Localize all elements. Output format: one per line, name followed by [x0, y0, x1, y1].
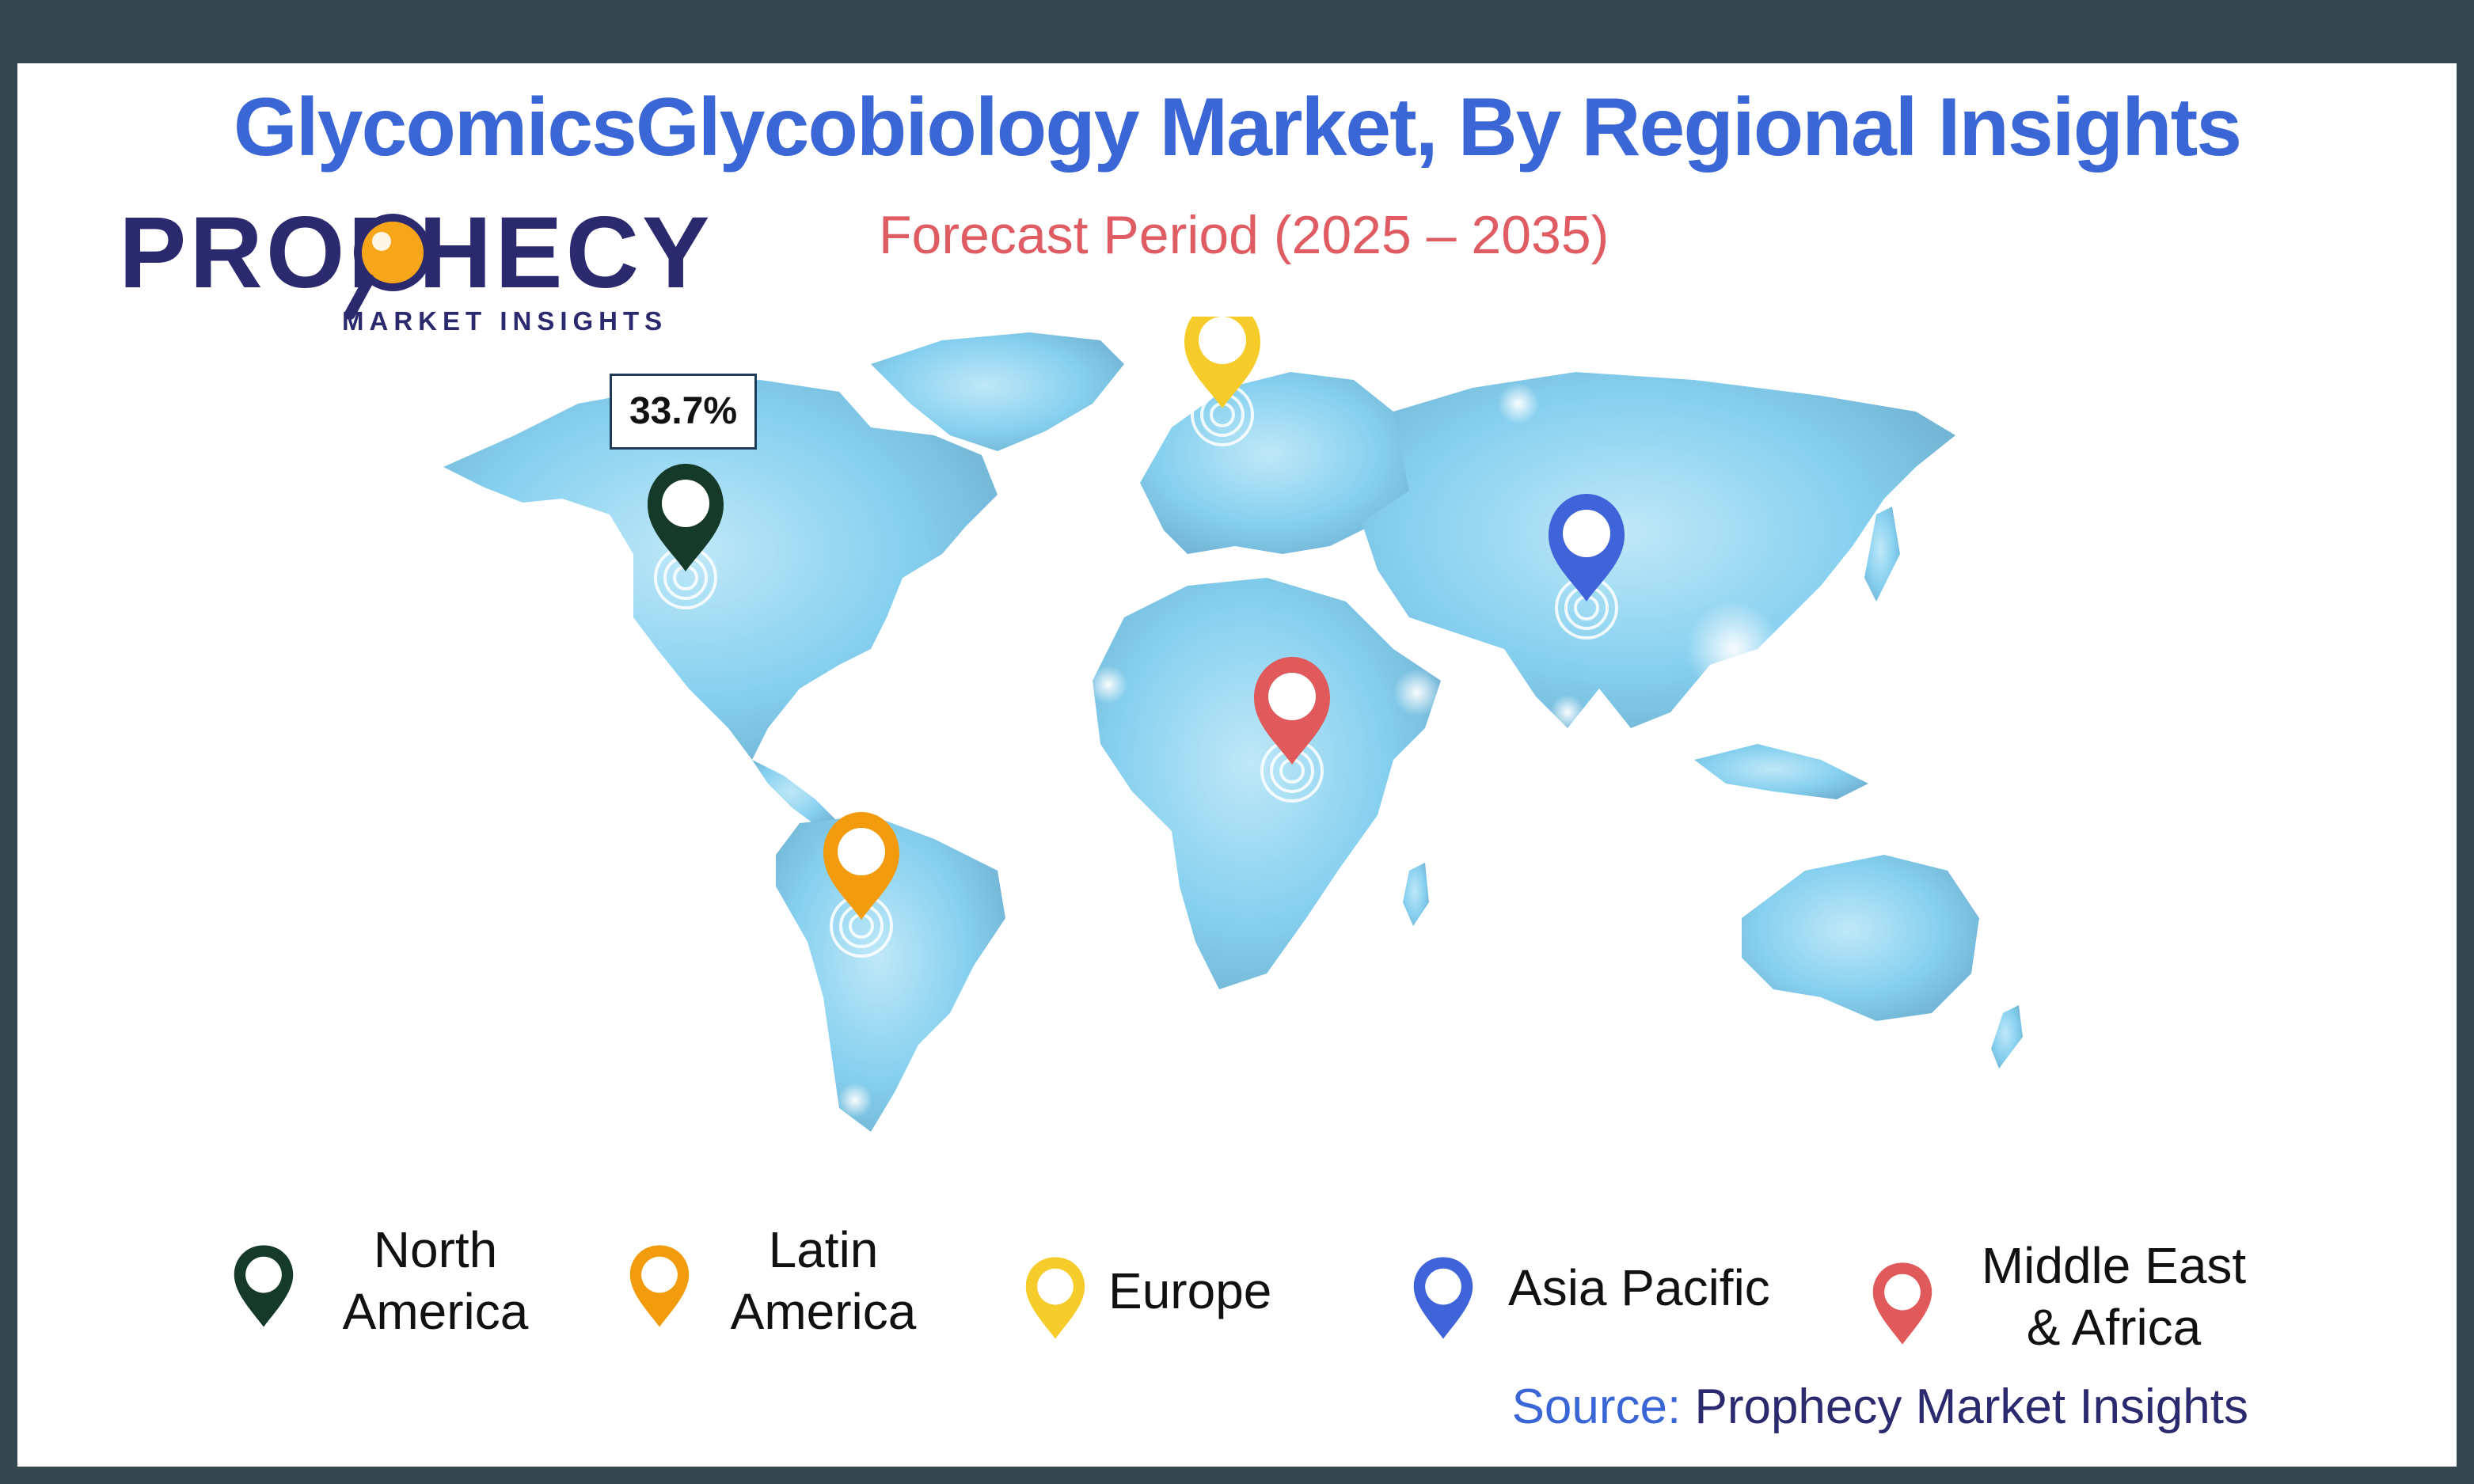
source-name: Prophecy Market Insights	[1694, 1380, 2248, 1434]
legend-label: Latin America	[730, 1221, 917, 1340]
continent-central-america	[752, 760, 839, 831]
continent-australia	[1742, 855, 1979, 1021]
magnifier-icon	[344, 214, 431, 320]
continent-africa	[1093, 578, 1441, 989]
continent-south-america	[776, 815, 1005, 1132]
legend-item-asia-pacific: Asia Pacific	[1409, 1219, 1821, 1369]
glow-sparkle	[1393, 669, 1441, 716]
legend-label: Europe	[1108, 1262, 1272, 1319]
glow-sparkle	[1498, 383, 1539, 424]
continent-new-zealand	[1991, 1005, 2023, 1068]
legend-item-middle-east-africa: Middle East & Africa	[1868, 1219, 2280, 1369]
page-title: GlycomicsGlycobiology Market, By Regiona…	[233, 82, 2242, 173]
glow-sparkle	[1550, 695, 1585, 730]
north-america-share-callout: 33.7%	[610, 374, 757, 450]
glow-sparkle	[1089, 666, 1127, 704]
middle-east-africa-pin-icon	[1872, 1262, 1932, 1345]
legend-item-europe: Europe	[1021, 1219, 1338, 1369]
europe-map-pin-icon	[1184, 317, 1260, 446]
glow-sparkle	[1686, 602, 1781, 696]
europe-pin-icon	[1025, 1257, 1085, 1339]
continent-greenland	[871, 332, 1124, 451]
source-credit: Source: Prophecy Market Insights	[1504, 1379, 2248, 1435]
asia-pacific-pin-icon	[1413, 1257, 1473, 1339]
north-america-pin-icon	[234, 1245, 294, 1327]
brand-logo: PROPHECY MARKET INSIGHTS	[119, 202, 709, 336]
legend-item-north-america: North America	[230, 1219, 562, 1369]
forecast-subtitle: Forecast Period (2025 – 2035)	[879, 205, 1609, 265]
legend-label: Asia Pacific	[1508, 1259, 1770, 1316]
middle-east-africa-map-pin-icon	[1254, 657, 1330, 803]
logo-tagline: MARKET INSIGHTS	[342, 306, 668, 336]
continent-madagascar	[1403, 863, 1429, 926]
world-map	[443, 317, 2023, 1132]
continent-japan	[1864, 507, 1900, 602]
glow-sparkle	[838, 1083, 872, 1118]
continent-north-america	[443, 380, 998, 760]
continent-asia	[1362, 372, 1955, 728]
asia-pacific-map-pin-icon	[1549, 494, 1625, 640]
legend-label: Middle East & Africa	[1981, 1237, 2247, 1356]
legend-item-latin-america: Latin America	[625, 1219, 958, 1369]
legend-label: North America	[342, 1221, 529, 1340]
latin-america-map-pin-icon	[823, 812, 899, 958]
north-america-map-pin-icon	[648, 464, 724, 609]
continent-southeast-asia	[1694, 744, 1868, 799]
source-label: Source:	[1511, 1380, 1682, 1434]
latin-america-pin-icon	[629, 1245, 690, 1327]
